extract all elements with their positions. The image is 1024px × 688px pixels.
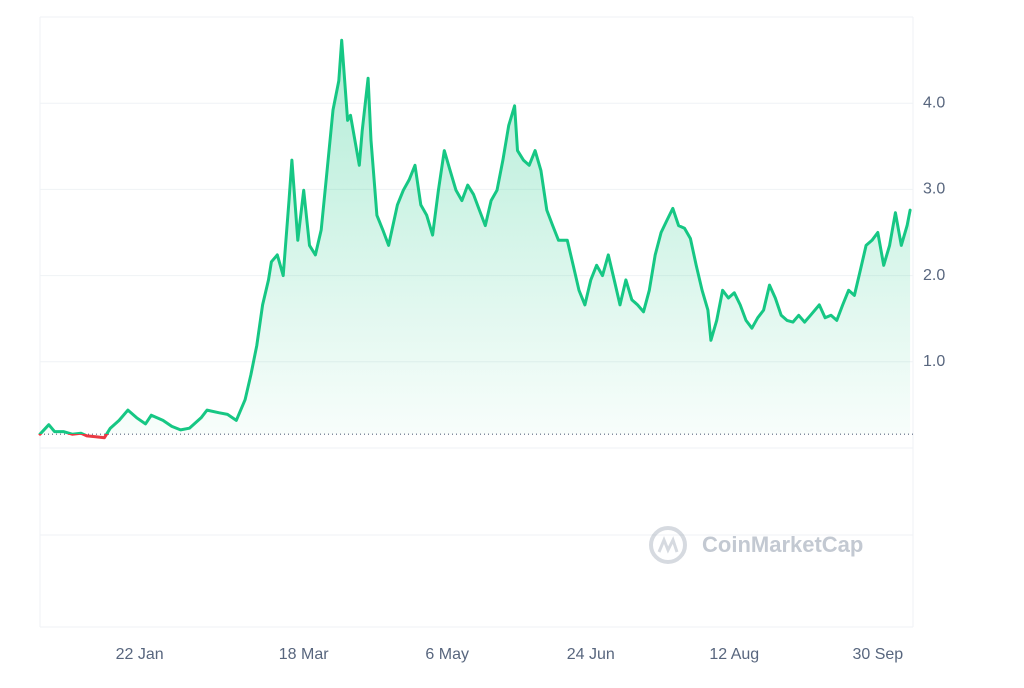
x-tick-label: 18 Mar (279, 646, 329, 663)
price-line (38, 38, 912, 440)
x-tick-label: 24 Jun (567, 646, 615, 663)
area-fill (40, 40, 911, 438)
watermark: CoinMarketCap (702, 532, 863, 557)
y-tick-label: 4.0 (923, 94, 945, 111)
y-tick-label: 1.0 (923, 353, 945, 370)
y-tick-label: 2.0 (923, 267, 945, 284)
x-tick-label: 6 May (425, 646, 469, 663)
y-tick-label: 3.0 (923, 181, 945, 198)
x-tick-label: 22 Jan (116, 646, 164, 663)
x-tick-label: 30 Sep (852, 646, 903, 663)
watermark-logo (649, 526, 687, 564)
x-tick-label: 12 Aug (709, 646, 759, 663)
